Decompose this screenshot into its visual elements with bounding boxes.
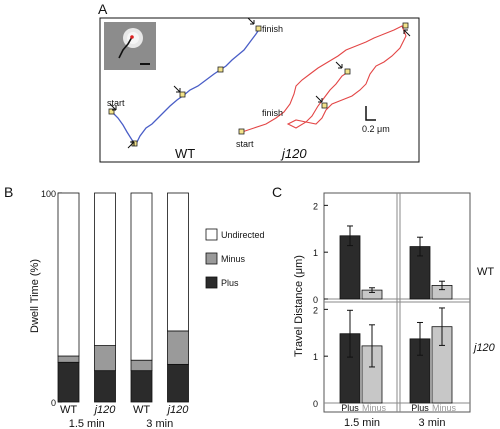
- b-bar-minus-0: [57, 355, 80, 363]
- b-bar-plus-2: [130, 370, 153, 403]
- c-y-tick-label: 2: [313, 305, 318, 315]
- b-bar-plus-3: [167, 363, 189, 403]
- panel-c-wt-label: WT: [477, 266, 494, 278]
- panel-b-legend: Undirected Minus Plus: [205, 228, 265, 289]
- b-bar-minus-1: [94, 345, 116, 372]
- c-group-label: 1.5 min: [344, 417, 380, 429]
- b-y-tick-label: 0: [51, 398, 56, 408]
- j120-trajectory: [241, 25, 407, 133]
- b-group-label: 3 min: [146, 418, 173, 429]
- wt-start-label: start: [107, 98, 125, 108]
- b-x-label: j120: [93, 404, 117, 416]
- c-y-tick-label: 2: [313, 201, 318, 211]
- b-bar-minus-3: [167, 330, 189, 365]
- b-bar-undirected-2: [130, 192, 153, 361]
- b-x-label: WT: [133, 404, 150, 416]
- b-bar-plus-0: [57, 361, 80, 403]
- c-y-tick-label: 1: [313, 352, 318, 362]
- inset-micrograph: [104, 22, 156, 70]
- c-col-label-plus: Plus: [411, 403, 429, 413]
- b-x-label: WT: [60, 404, 77, 416]
- panel-c-letter: C: [272, 184, 282, 200]
- mut-start-label: start: [236, 139, 254, 149]
- panel-c-mut-label: j120: [472, 342, 496, 354]
- panel-b-ylabel: Dwell Time (%): [29, 259, 41, 333]
- c-y-tick-label: 1: [313, 248, 318, 258]
- panel-b-bars: [57, 192, 189, 403]
- b-bar-undirected-3: [167, 192, 189, 332]
- c-col-label-minus: Minus: [362, 403, 387, 413]
- panel-a-letter: A: [98, 1, 108, 17]
- panel-b-xlabels: WT j120 WT j120 1.5 min 3 min: [60, 404, 189, 429]
- b-bar-undirected-1: [94, 192, 116, 346]
- b-legend-label: Undirected: [221, 230, 265, 240]
- b-y-tick-label: 100: [41, 189, 56, 199]
- c-col-label-minus: Minus: [432, 403, 457, 413]
- b-legend-swatch: [205, 228, 218, 241]
- b-legend-swatch: [205, 252, 218, 265]
- trajectory-arrows: [109, 17, 411, 149]
- panel-b-letter: B: [4, 184, 13, 200]
- b-group-label: 1.5 min: [69, 418, 105, 429]
- b-bar-minus-2: [130, 359, 153, 372]
- c-col-label-plus: Plus: [341, 403, 359, 413]
- c-y-tick-label: 0: [313, 295, 318, 305]
- b-x-label: j120: [166, 404, 190, 416]
- b-bar-undirected-0: [57, 192, 80, 357]
- mut-finish-label: finish: [262, 108, 283, 118]
- panel-c-bars: [339, 225, 453, 404]
- wt-finish-label: finish: [262, 24, 283, 34]
- panel-a-mut-label: j120: [280, 146, 307, 161]
- scale-label: 0.2 μm: [362, 124, 390, 134]
- b-legend-label: Plus: [221, 278, 239, 288]
- c-y-tick-label: 0: [313, 399, 318, 409]
- panel-c-ylabel: Travel Distance (μm): [293, 255, 305, 357]
- b-bar-plus-1: [94, 370, 116, 403]
- b-legend-label: Minus: [221, 254, 246, 264]
- scale-bar: 0.2 μm: [362, 106, 390, 134]
- c-group-label: 3 min: [419, 417, 446, 429]
- panel-a-wt-label: WT: [175, 146, 195, 161]
- b-legend-swatch: [205, 276, 218, 289]
